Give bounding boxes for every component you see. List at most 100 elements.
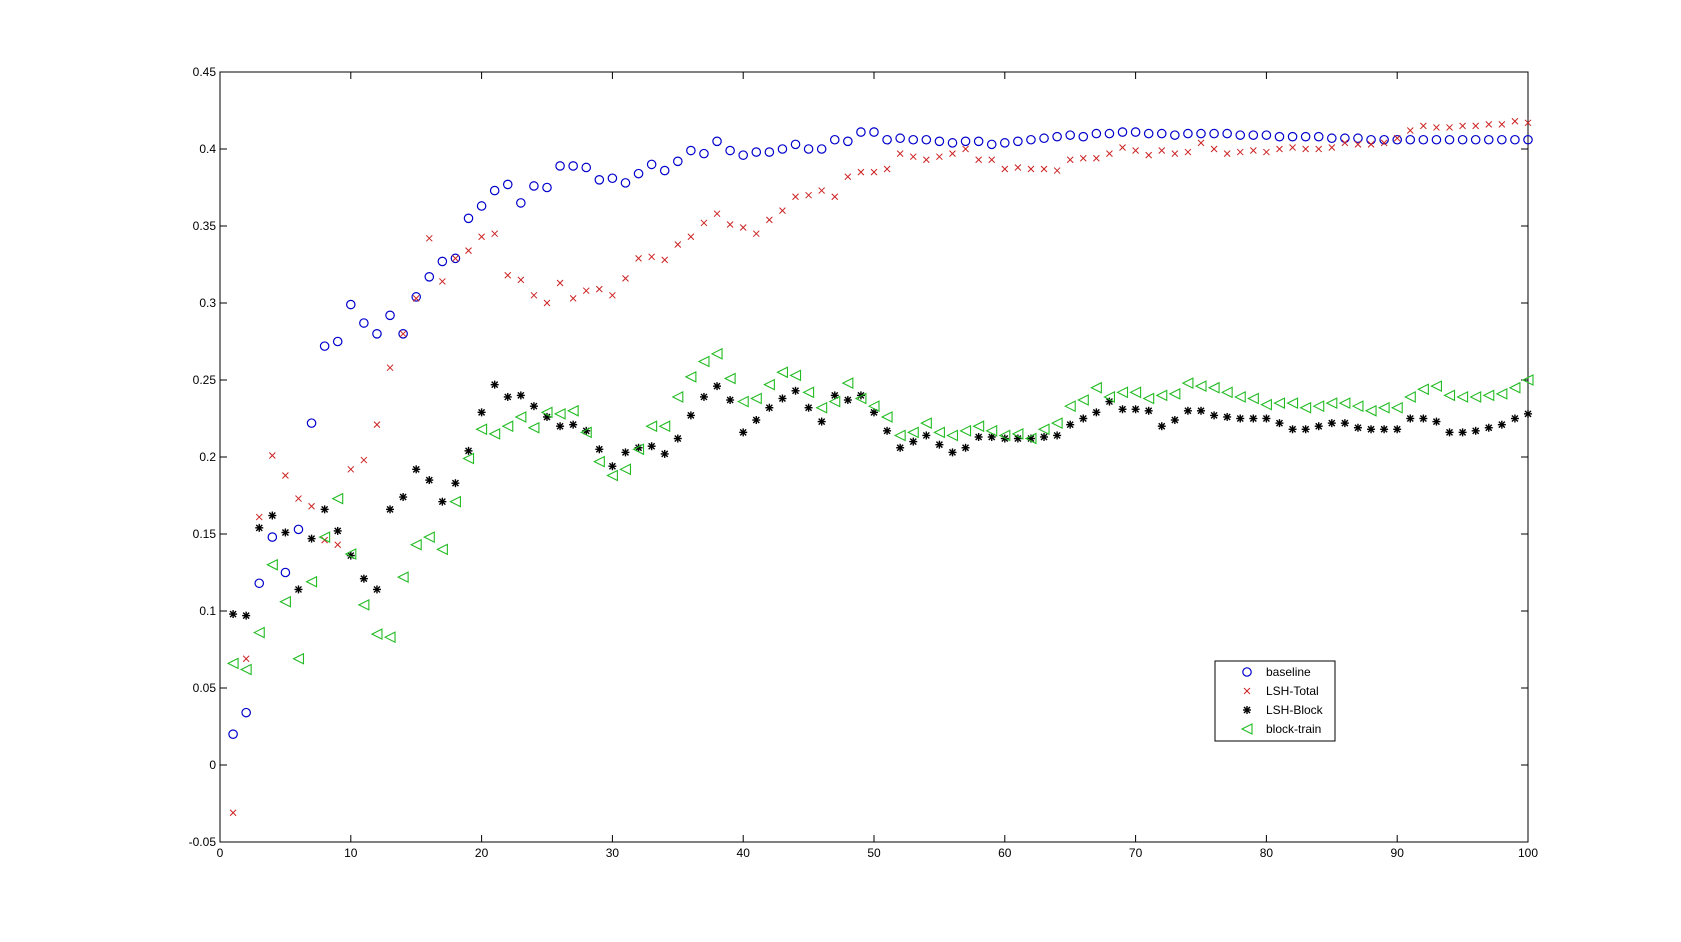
series-LSH-Total	[229, 117, 1532, 817]
x-tick-label: 40	[737, 846, 751, 860]
data-point	[1183, 406, 1192, 415]
data-point	[1289, 144, 1296, 151]
data-point	[765, 403, 774, 412]
data-point	[790, 139, 801, 150]
y-tick-label: 0.3	[199, 296, 216, 310]
data-point	[632, 443, 645, 456]
data-point	[1223, 150, 1231, 157]
data-point	[425, 476, 434, 485]
data-point	[462, 452, 475, 465]
data-point	[488, 428, 501, 440]
data-point	[988, 156, 996, 164]
data-point	[1078, 131, 1089, 142]
data-point	[674, 241, 682, 248]
data-point	[280, 567, 291, 578]
data-point	[331, 492, 344, 505]
data-point	[1155, 389, 1168, 402]
data-point	[962, 145, 969, 153]
y-tick-label: -0.05	[189, 835, 217, 849]
legend-box	[1214, 660, 1336, 742]
data-point	[1079, 414, 1088, 423]
data-point	[595, 445, 604, 454]
y-tick-label: 0.2	[199, 450, 216, 464]
data-point	[896, 150, 904, 157]
x-tick-label: 60	[998, 846, 1012, 860]
data-point	[396, 571, 409, 584]
data-point	[713, 210, 721, 218]
data-point	[829, 134, 840, 145]
legend-marker-symbol	[1243, 687, 1251, 695]
data-point	[254, 578, 265, 589]
data-point	[948, 448, 957, 457]
data-point	[1066, 156, 1074, 164]
data-point	[1247, 392, 1259, 405]
data-point	[804, 403, 813, 412]
data-point	[1456, 391, 1469, 403]
data-point	[1431, 134, 1442, 145]
data-point	[1497, 134, 1507, 145]
legend-marker-3	[1240, 723, 1253, 735]
data-point	[647, 442, 656, 451]
data-point	[347, 465, 355, 473]
data-point	[1091, 128, 1102, 139]
data-point	[1482, 389, 1495, 402]
data-point	[843, 396, 852, 405]
data-point	[1209, 128, 1219, 139]
data-point	[1524, 119, 1532, 127]
data-point	[1053, 167, 1061, 174]
data-point	[830, 391, 839, 400]
data-point	[792, 193, 799, 201]
data-point	[1079, 154, 1087, 162]
data-point	[1367, 141, 1375, 148]
data-point	[1013, 434, 1022, 443]
x-tick-label: 50	[867, 846, 881, 860]
data-point	[805, 191, 812, 199]
data-point	[1260, 398, 1272, 411]
series-baseline	[228, 127, 1533, 739]
data-point	[609, 291, 616, 299]
data-point	[619, 463, 632, 476]
legend-label-0: baseline	[1266, 665, 1311, 679]
data-point	[1197, 406, 1205, 415]
data-point	[1235, 130, 1246, 140]
data-point	[1471, 426, 1480, 435]
data-point	[1065, 130, 1075, 140]
data-point	[357, 598, 370, 611]
data-point	[373, 421, 381, 429]
data-point	[1459, 122, 1466, 130]
data-point	[700, 219, 708, 227]
data-point	[451, 479, 460, 488]
data-point	[789, 369, 802, 382]
data-point	[1340, 419, 1349, 428]
data-point	[1248, 130, 1259, 140]
data-point	[1210, 411, 1219, 420]
data-point	[1498, 121, 1506, 128]
data-point	[582, 287, 590, 295]
data-point	[1510, 134, 1520, 145]
data-point	[372, 585, 381, 594]
data-point	[1194, 380, 1207, 393]
data-point	[1364, 404, 1377, 417]
data-point	[306, 418, 317, 428]
data-point	[843, 136, 853, 147]
data-point	[736, 395, 749, 408]
data-point	[1390, 401, 1403, 414]
data-point	[268, 452, 276, 459]
data-point	[922, 431, 931, 440]
data-point	[370, 628, 383, 640]
data-point	[569, 295, 577, 302]
data-point	[880, 411, 893, 423]
data-point	[1171, 150, 1179, 157]
data-point	[1210, 145, 1218, 153]
data-point	[438, 497, 447, 506]
legend-label-1: LSH-Total	[1266, 684, 1319, 698]
data-point	[686, 411, 695, 420]
data-point	[229, 809, 237, 817]
data-point	[1249, 147, 1257, 154]
data-point	[1037, 423, 1050, 436]
data-point	[1092, 408, 1101, 417]
data-point	[566, 404, 579, 417]
data-point	[1314, 422, 1323, 431]
data-point	[972, 420, 985, 433]
data-point	[1001, 165, 1009, 173]
